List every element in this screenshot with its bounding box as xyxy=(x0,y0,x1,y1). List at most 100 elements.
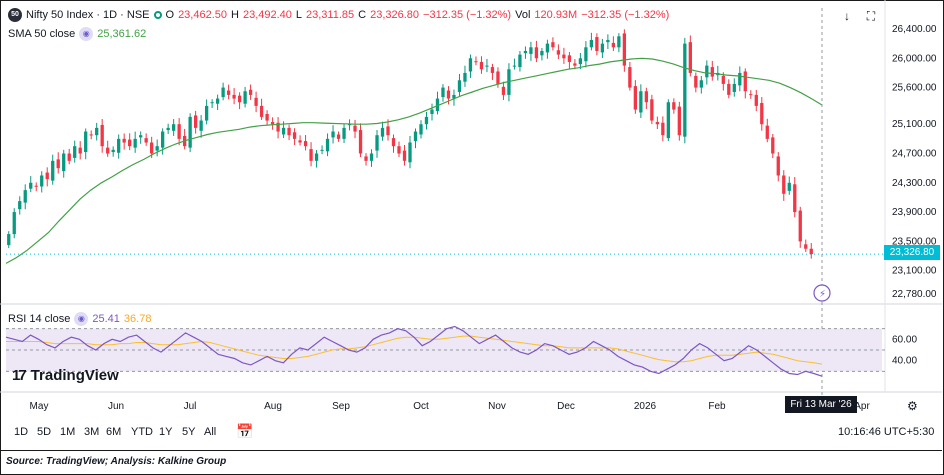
candle-body xyxy=(298,140,302,143)
candle-body xyxy=(435,98,440,112)
candle-body xyxy=(347,124,352,126)
clock-time[interactable]: 10:16:46 UTC+5:30 xyxy=(838,426,935,438)
time-tick-label: May xyxy=(30,401,49,412)
candle-body xyxy=(150,142,154,154)
candle-body xyxy=(430,109,434,114)
price-tick-label: 23,500.00 xyxy=(892,236,937,247)
range-button-1d[interactable]: 1D xyxy=(14,426,29,438)
candle-body xyxy=(155,146,159,151)
candle-body xyxy=(479,61,484,70)
candle-body xyxy=(512,65,517,67)
range-button-5y[interactable]: 5Y xyxy=(182,426,196,438)
candle-body xyxy=(166,127,170,131)
high-label: H xyxy=(231,9,239,21)
rsi-settings-icon[interactable]: ◉ xyxy=(74,312,89,326)
candle-body xyxy=(787,182,791,191)
candle-body xyxy=(270,122,275,125)
candle-body xyxy=(171,124,176,131)
candle-body xyxy=(650,99,654,121)
sma-legend[interactable]: SMA 50 close ◉ 25,361.62 xyxy=(8,27,146,41)
time-tick-label: Feb xyxy=(708,401,726,412)
candle-body xyxy=(633,86,638,110)
candle-body xyxy=(446,90,451,99)
candle-body xyxy=(117,138,121,153)
candle-body xyxy=(578,58,583,65)
low-label: L xyxy=(295,9,303,21)
settings-gear-icon[interactable]: ⚙ xyxy=(907,399,918,413)
tradingview-watermark[interactable]: 17 TradingView xyxy=(12,367,119,384)
tradingview-logo-icon: 17 xyxy=(12,367,27,384)
candle-body xyxy=(776,156,780,176)
candle-body xyxy=(128,139,132,147)
candle-body xyxy=(556,50,561,55)
footer-divider xyxy=(0,450,942,451)
sma-settings-icon[interactable]: ◉ xyxy=(79,27,94,41)
candle-body xyxy=(408,142,412,163)
sma-value: 25,361.62 xyxy=(97,28,147,40)
high-value: 23,492.40 xyxy=(242,9,292,21)
candle-body xyxy=(287,127,291,136)
candle-body xyxy=(380,127,385,137)
range-button-5d[interactable]: 5D xyxy=(37,426,52,438)
candle-body xyxy=(545,43,550,53)
candle-body xyxy=(804,244,808,249)
candle-body xyxy=(139,135,143,138)
candle-body xyxy=(45,172,49,180)
candle-body xyxy=(644,91,649,103)
candle-body xyxy=(672,102,676,110)
candle-body xyxy=(89,134,93,136)
candle-body xyxy=(771,137,775,154)
candle-body xyxy=(457,80,462,92)
candle-body xyxy=(391,138,396,147)
nifty-logo-icon: 50 xyxy=(8,8,22,22)
candle-body xyxy=(232,94,236,99)
range-button-6m[interactable]: 6M xyxy=(106,426,122,438)
date-range-calendar-icon[interactable]: 📅 xyxy=(236,423,254,439)
candle-body xyxy=(7,234,11,246)
range-button-all[interactable]: All xyxy=(204,426,217,438)
candle-body xyxy=(534,47,539,59)
candle-body xyxy=(342,127,346,139)
candle-body xyxy=(369,153,374,161)
candle-body xyxy=(474,61,478,63)
watermark-text: TradingView xyxy=(30,367,119,384)
candle-body xyxy=(617,36,621,48)
sma-50-line xyxy=(5,57,823,264)
rsi-legend[interactable]: RSI 14 close ◉ 25.41 36.78 xyxy=(8,312,151,326)
candle-body xyxy=(529,47,533,54)
candle-body xyxy=(375,135,379,151)
candle-body xyxy=(463,72,467,82)
candle-body xyxy=(204,105,209,121)
candle-body xyxy=(336,134,341,139)
candle-body xyxy=(677,106,681,136)
candle-body xyxy=(325,138,330,152)
crosshair-date-label: Fri 13 Mar '26 xyxy=(785,396,857,413)
time-tick-label: Nov xyxy=(488,401,506,412)
candle-body xyxy=(413,131,418,142)
rsi-label: RSI 14 close xyxy=(8,313,71,325)
fullscreen-icon[interactable]: ⛶ xyxy=(866,9,876,23)
candle-body xyxy=(397,146,401,154)
candle-body xyxy=(452,94,456,99)
alert-lightning-icon[interactable] xyxy=(813,284,831,302)
range-button-1y[interactable]: 1Y xyxy=(159,426,173,438)
price-tick-label: 26,400.00 xyxy=(892,24,937,35)
candle-body xyxy=(661,122,665,136)
time-tick-label: Sep xyxy=(332,401,350,412)
symbol-title[interactable]: Nifty 50 Index · 1D · NSE xyxy=(26,9,150,21)
range-button-3m[interactable]: 3M xyxy=(84,426,100,438)
candle-body xyxy=(793,184,797,213)
rsi-ma-value: 36.78 xyxy=(123,313,152,325)
candle-body xyxy=(749,94,753,96)
download-arrow-icon[interactable]: ↓ xyxy=(844,9,850,23)
range-button-1m[interactable]: 1M xyxy=(60,426,76,438)
candle-body xyxy=(441,87,445,98)
candle-body xyxy=(424,116,429,125)
candle-body xyxy=(639,91,643,113)
candle-body xyxy=(606,39,610,43)
range-button-ytd[interactable]: YTD xyxy=(131,426,153,438)
candle-body xyxy=(760,102,764,125)
candle-body xyxy=(12,212,16,235)
candle-body xyxy=(622,33,627,66)
